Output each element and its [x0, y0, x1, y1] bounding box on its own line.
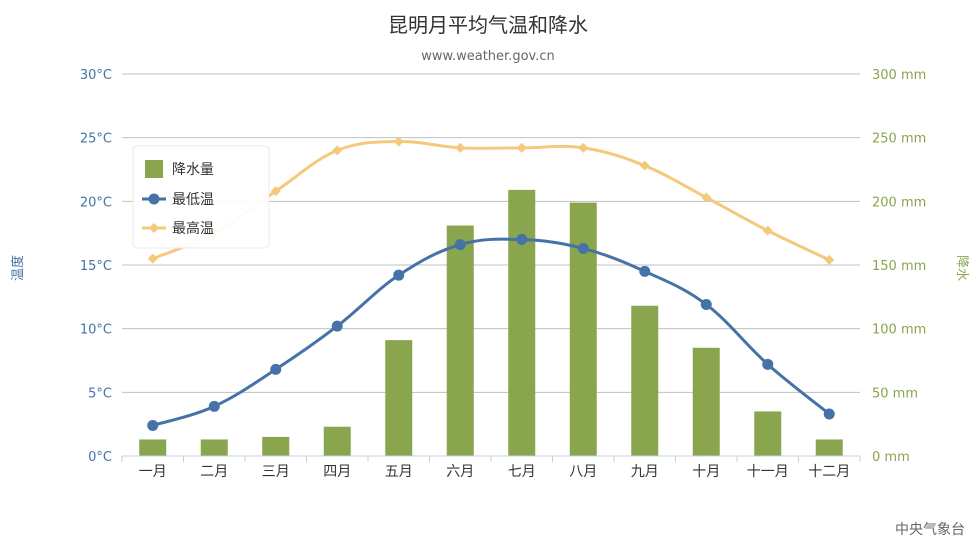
bar[interactable] [200, 439, 228, 456]
max-temp-point[interactable] [332, 145, 343, 156]
x-tick-label: 二月 [200, 464, 228, 480]
y-right-tick-label: 200 mm [872, 195, 926, 210]
y-left-tick-label: 5°C [88, 386, 112, 401]
x-tick-label: 三月 [262, 464, 290, 480]
min-temp-point[interactable] [700, 298, 712, 310]
y-axis-left-title: 温度 [10, 255, 26, 281]
x-tick-label: 十月 [692, 464, 720, 480]
y-axis-left: 0°C 5°C 10°C 15°C 20°C 25°C 30°C [80, 68, 112, 465]
min-temp-point[interactable] [516, 234, 528, 246]
min-temp-point[interactable] [454, 239, 466, 251]
x-tick-label: 四月 [323, 464, 351, 480]
chart-credit[interactable]: 中央气象台 [895, 522, 965, 538]
legend-swatch-precip[interactable] [145, 160, 163, 178]
max-temp-point[interactable] [516, 142, 527, 153]
legend-item-label[interactable]: 降水量 [172, 162, 214, 178]
min-temp-point[interactable] [208, 400, 220, 412]
max-temp-point[interactable] [824, 254, 835, 265]
x-tick-label: 十一月 [747, 464, 789, 480]
legend-box [132, 145, 270, 249]
y-left-tick-label: 20°C [80, 195, 112, 210]
bar[interactable] [446, 225, 474, 456]
y-axis-right: 0 mm 50 mm 100 mm 150 mm 200 mm 250 mm 300 mm [872, 68, 926, 465]
bar[interactable] [385, 340, 413, 456]
min-temp-point[interactable] [823, 408, 835, 420]
min-temp-point[interactable] [577, 242, 589, 254]
bar[interactable] [508, 189, 536, 456]
x-tick-label: 八月 [569, 464, 597, 480]
x-tick-label: 九月 [631, 464, 659, 480]
bar[interactable] [262, 436, 290, 456]
y-right-tick-label: 250 mm [872, 132, 926, 147]
min-temp-point[interactable] [147, 419, 159, 431]
bar[interactable] [754, 411, 782, 456]
min-temp-point[interactable] [762, 358, 774, 370]
y-axis-right-title: 降水 [954, 255, 969, 281]
bar[interactable] [569, 202, 597, 456]
y-left-tick-label: 0°C [88, 450, 112, 465]
legend-marker[interactable] [149, 223, 159, 233]
y-left-tick-label: 30°C [80, 68, 112, 83]
y-left-tick-label: 10°C [80, 323, 112, 338]
max-temp-point[interactable] [270, 186, 281, 197]
max-temp-point[interactable] [639, 160, 650, 171]
bar[interactable] [815, 439, 843, 456]
chart-title: 昆明月平均气温和降水 [388, 13, 588, 37]
x-tick-label: 一月 [139, 464, 167, 480]
y-right-tick-label: 150 mm [872, 259, 926, 274]
y-right-tick-label: 300 mm [872, 68, 926, 83]
max-temp-point[interactable] [762, 225, 773, 236]
y-left-tick-label: 15°C [80, 259, 112, 274]
x-tick-label: 七月 [508, 464, 536, 480]
min-temp-line[interactable] [152, 237, 831, 427]
x-tick-label: 十二月 [808, 464, 850, 480]
bar-series[interactable] [139, 189, 843, 456]
min-temp-point[interactable] [270, 363, 282, 375]
chart-subtitle: www.weather.gov.cn [421, 49, 554, 64]
grid-lines [122, 73, 860, 457]
legend-marker[interactable] [148, 193, 160, 205]
y-right-tick-label: 100 mm [872, 323, 926, 338]
max-temp-point[interactable] [147, 253, 158, 264]
max-temp-point[interactable] [455, 142, 466, 153]
legend-item-label[interactable]: 最高温 [172, 220, 214, 237]
min-temp-point[interactable] [331, 320, 343, 332]
bar[interactable] [323, 426, 351, 456]
y-right-tick-label: 50 mm [872, 386, 918, 401]
bar[interactable] [139, 439, 167, 456]
bar[interactable] [692, 347, 720, 456]
min-temp-point[interactable] [393, 269, 405, 281]
min-temp-point[interactable] [639, 265, 651, 277]
x-tick-label: 六月 [446, 464, 474, 480]
max-temp-point[interactable] [393, 136, 404, 147]
x-tick-label: 五月 [385, 464, 413, 480]
y-right-tick-label: 0 mm [872, 450, 910, 465]
legend-item-label[interactable]: 最低温 [172, 192, 214, 208]
max-temp-point[interactable] [701, 192, 712, 203]
y-left-tick-label: 25°C [80, 132, 112, 147]
x-axis: 一月 二月 三月 四月 五月 六月 七月 八月 九月 十月 十一月 十二月 [121, 455, 861, 480]
bar[interactable] [631, 305, 659, 456]
max-temp-point[interactable] [578, 142, 589, 153]
